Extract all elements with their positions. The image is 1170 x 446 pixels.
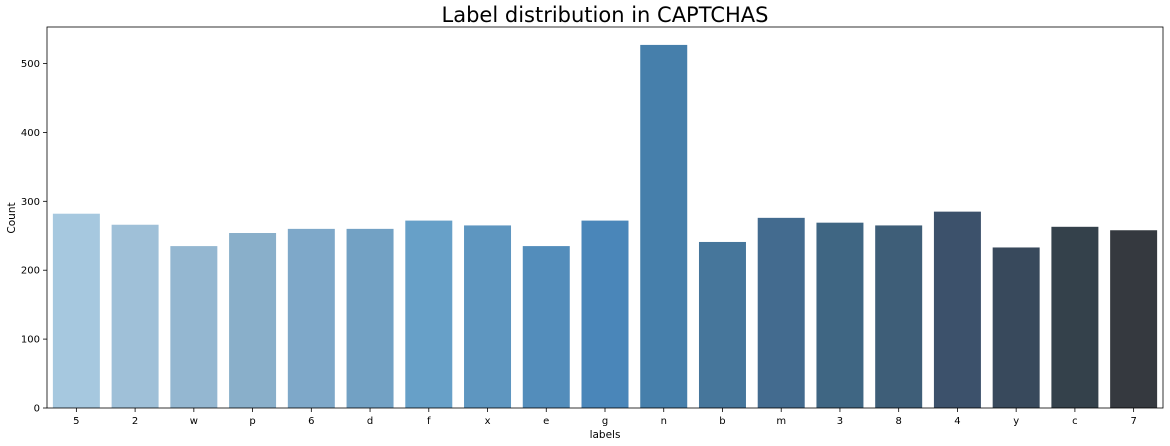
x-tick-label: 8 xyxy=(895,416,901,427)
x-tick-label: e xyxy=(543,416,549,427)
x-tick-label: n xyxy=(661,416,667,427)
bar-y xyxy=(992,247,1040,408)
x-tick-label: f xyxy=(427,416,431,427)
x-tick-label: 3 xyxy=(837,416,843,427)
bar-g xyxy=(581,220,629,408)
y-tick-label: 400 xyxy=(21,128,40,139)
bar-3 xyxy=(816,222,864,408)
bar-w xyxy=(170,246,218,408)
y-axis-ticks: 0 100 200 300 400 500 xyxy=(21,59,47,415)
plot-frame xyxy=(46,26,1164,409)
bar-5 xyxy=(52,213,100,408)
x-tick-label: 6 xyxy=(308,416,314,427)
bar-x xyxy=(464,225,512,408)
x-tick-label: x xyxy=(485,416,491,427)
y-tick-label: 300 xyxy=(21,197,40,208)
x-tick-label: 2 xyxy=(132,416,138,427)
x-tick-label: d xyxy=(367,416,373,427)
x-tick-label: p xyxy=(249,416,255,427)
y-tick-label: 100 xyxy=(21,335,40,346)
x-tick-label: g xyxy=(602,416,608,427)
y-tick-label: 0 xyxy=(34,404,40,415)
y-tick-label: 500 xyxy=(21,59,40,70)
bar-m xyxy=(757,217,805,408)
x-tick-label: y xyxy=(1013,416,1019,427)
chart-title: Label distribution in CAPTCHAS xyxy=(442,3,769,27)
x-tick-label: b xyxy=(719,416,725,427)
bar-p xyxy=(229,233,277,408)
x-tick-label: 5 xyxy=(73,416,79,427)
x-tick-label: c xyxy=(1072,416,1078,427)
x-tick-label: 4 xyxy=(954,416,960,427)
bar-4 xyxy=(933,211,981,408)
x-tick-label: 7 xyxy=(1130,416,1136,427)
bar-c xyxy=(1051,226,1099,408)
bar-7 xyxy=(1110,230,1158,408)
bar-n xyxy=(640,44,688,408)
bar-6 xyxy=(287,228,335,408)
x-tick-label: w xyxy=(190,416,198,427)
bar-f xyxy=(405,220,453,408)
x-axis-label: labels xyxy=(590,429,621,441)
x-tick-label: m xyxy=(776,416,786,427)
bar-8 xyxy=(875,225,923,408)
bars-group xyxy=(52,44,1158,408)
y-tick-label: 200 xyxy=(21,266,40,277)
bar-d xyxy=(346,228,394,408)
bar-e xyxy=(522,246,570,408)
bar-b xyxy=(698,241,746,408)
y-axis-label: Count xyxy=(6,202,18,233)
bar-2 xyxy=(111,224,159,408)
x-axis-ticks: 5 2 w p 6 d f x e g n b m 3 8 4 y c 7 xyxy=(73,408,1137,427)
